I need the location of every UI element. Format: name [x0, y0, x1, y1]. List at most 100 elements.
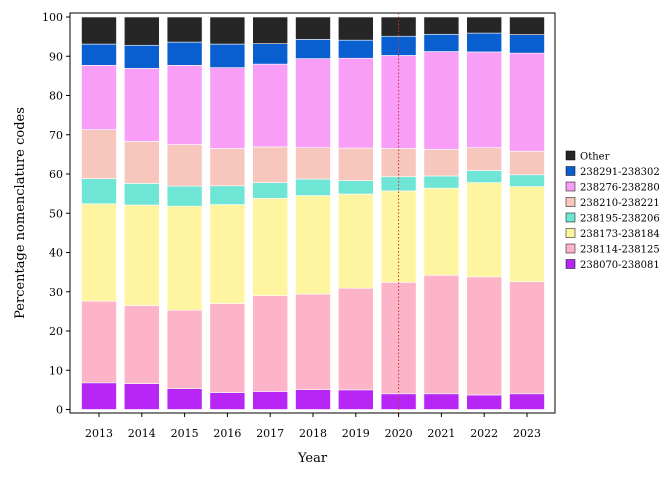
legend-label-6: 238291-238302 [580, 167, 660, 178]
y-tick-label: 50 [49, 207, 63, 220]
bar-segment-2022-4 [466, 147, 503, 171]
bar-segment-2018-6 [295, 39, 331, 59]
bar-segment-2013-0 [81, 382, 117, 410]
bar-segment-2018-3 [295, 178, 331, 196]
bar-segment-2021-2 [423, 187, 460, 276]
bar-segment-2017-2 [252, 198, 288, 296]
bar-segment-2019-0 [337, 389, 374, 410]
bar-segment-2021-5 [423, 51, 460, 150]
bar-segment-2018-5 [295, 58, 331, 149]
bar-segment-2019-1 [337, 287, 374, 391]
bar-segment-2023-0 [509, 393, 545, 410]
bar-segment-2021-4 [423, 148, 460, 177]
bar-segment-2017-1 [252, 295, 288, 392]
bar-segment-2013-3 [81, 178, 117, 205]
bar-segment-2019-2 [337, 193, 374, 289]
legend-label-0: 238070-238081 [580, 260, 660, 271]
y-tick-label: 90 [49, 50, 63, 63]
bar-segment-2021-0 [423, 393, 460, 410]
x-tick-label: 2020 [385, 427, 413, 440]
bar-segment-2014-2 [124, 204, 160, 306]
bar-segment-2021-7 [423, 16, 460, 35]
y-tick-label: 80 [49, 90, 63, 103]
bar-segment-2023-6 [509, 34, 545, 54]
bar-segment-2019-3 [337, 180, 374, 195]
x-tick-label: 2018 [299, 427, 327, 440]
x-tick-label: 2019 [342, 427, 370, 440]
bar-segment-2017-7 [252, 16, 288, 44]
y-axis-title: Percentage nomenclature codes [13, 107, 28, 319]
bar-segment-2019-6 [337, 39, 374, 59]
bar-segment-2023-1 [509, 281, 545, 395]
bar-segment-2013-7 [81, 16, 117, 45]
legend-swatch-2 [565, 228, 576, 238]
y-tick-label: 100 [42, 11, 63, 24]
y-tick-label: 20 [49, 325, 63, 338]
bar-segment-2018-1 [295, 293, 331, 390]
bar-segment-2015-4 [166, 144, 203, 187]
bar-segment-2023-2 [509, 186, 545, 282]
legend-label-1: 238114-238125 [580, 245, 660, 256]
legend-label-3: 238195-238206 [580, 214, 660, 225]
bar-segment-2014-0 [124, 383, 160, 410]
bar-segment-2019-4 [337, 147, 374, 181]
bar-segment-2022-1 [466, 276, 503, 396]
legend-swatch-3 [565, 212, 576, 223]
legend-swatch-0 [565, 259, 576, 269]
bar-segment-2014-4 [124, 141, 160, 184]
bar-segment-2022-7 [466, 16, 503, 34]
legend-label-2: 238173-238184 [580, 229, 660, 240]
bar-segment-2013-1 [81, 300, 117, 384]
bar-segment-2017-3 [252, 182, 288, 199]
bar-segment-2017-6 [252, 43, 288, 65]
legend-swatch-6 [565, 166, 576, 176]
bar-segment-2016-5 [209, 67, 246, 149]
x-tick-label: 2014 [128, 427, 156, 440]
x-tick-label: 2021 [427, 427, 455, 440]
bar-segment-2014-7 [124, 16, 160, 46]
bar-segment-2018-2 [295, 195, 331, 295]
bar-segment-2018-0 [295, 389, 331, 410]
y-tick-label: 30 [49, 286, 63, 299]
bar-segment-2016-4 [209, 148, 246, 187]
bar-segment-2022-6 [466, 32, 503, 53]
bar-segment-2018-4 [295, 147, 331, 180]
bar-segment-2014-5 [124, 68, 160, 142]
y-tick-label: 70 [49, 129, 63, 142]
bar-segment-2020-7 [380, 16, 417, 37]
bar-segment-2017-0 [252, 391, 288, 410]
bar-segment-2014-1 [124, 305, 160, 384]
legend-swatch-5 [565, 181, 576, 192]
bar-segment-2014-6 [124, 44, 160, 69]
bar-segment-2016-0 [209, 392, 246, 410]
bar-segment-2014-3 [124, 183, 160, 206]
bar-segment-2015-1 [166, 309, 203, 389]
bar-segment-2015-3 [166, 185, 203, 207]
legend-swatch-1 [565, 243, 576, 254]
y-tick-label: 60 [49, 168, 63, 181]
bar-segment-2022-3 [466, 170, 503, 183]
bar-segment-2015-5 [166, 64, 203, 145]
bar-segment-2023-3 [509, 174, 545, 187]
y-tick-label: 10 [49, 364, 63, 377]
bar-segment-2015-2 [166, 205, 203, 311]
bar-segment-2019-7 [337, 16, 374, 41]
bar-segment-2023-7 [509, 16, 545, 35]
bar-segment-2021-1 [423, 274, 460, 395]
bar-segment-2016-6 [209, 43, 246, 68]
bar-segment-2020-4 [380, 148, 417, 178]
bar-segment-2016-3 [209, 185, 246, 205]
bar-segment-2021-3 [423, 175, 460, 189]
bar-segment-2015-7 [166, 16, 203, 43]
bar-segment-2022-2 [466, 182, 503, 278]
bar-segment-2023-4 [509, 150, 545, 176]
bar-segment-2013-2 [81, 203, 117, 302]
x-tick-label: 2016 [213, 427, 241, 440]
bar-segment-2017-4 [252, 146, 288, 183]
x-tick-label: 2023 [513, 427, 541, 440]
y-tick-label: 40 [49, 247, 63, 260]
bar-segment-2013-4 [81, 129, 117, 180]
legend-swatch-4 [565, 197, 576, 207]
